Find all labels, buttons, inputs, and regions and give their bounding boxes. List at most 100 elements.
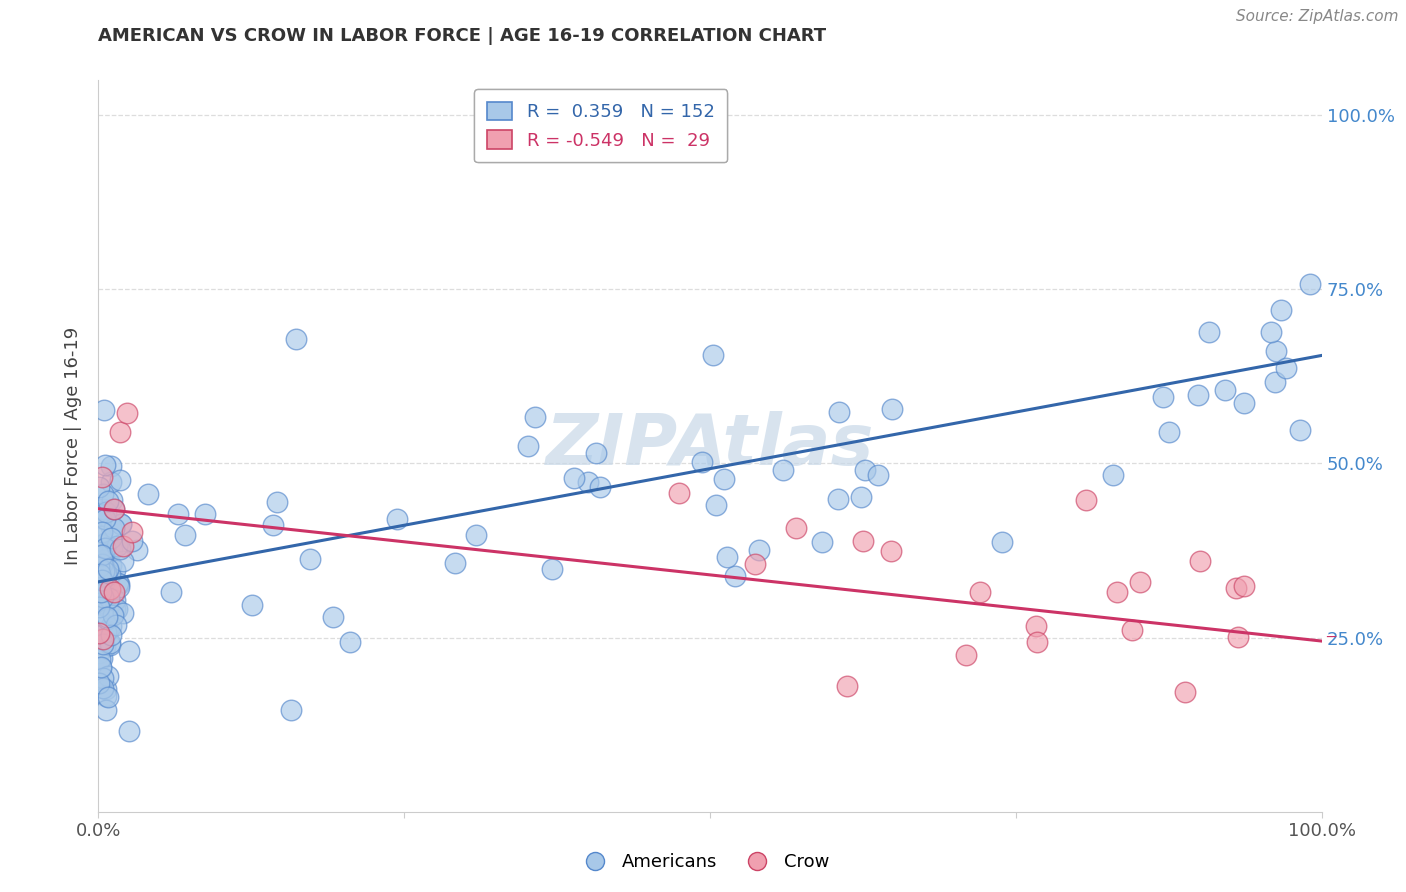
Point [991,534,1014,549]
Point [94,566,117,581]
Point [110,516,132,531]
Point [93,640,115,655]
Point [540,562,562,576]
Point [121,533,143,548]
Point [98,566,121,581]
Point [90,597,112,611]
Point [100,475,122,490]
Point [121,525,143,540]
Point [103,586,125,600]
Point [89,596,111,610]
Point [91,637,114,651]
Point [89,652,111,666]
Point [94,458,117,473]
Point [704,498,727,512]
Point [91,591,114,605]
Point [443,557,465,571]
Point [1188,554,1211,568]
Point [103,521,125,535]
Point [108,541,131,556]
Point [93,535,115,549]
Point [1121,623,1143,637]
Point [96,610,118,624]
Point [724,569,747,583]
Point [322,610,344,624]
Point [955,648,977,662]
Point [576,475,599,489]
Point [785,521,807,535]
Point [517,439,540,453]
Point [96,569,118,583]
Point [105,539,128,553]
Point [89,629,111,643]
Point [91,487,114,501]
Point [87,480,110,494]
Point [96,494,118,508]
Point [280,702,302,716]
Point [866,468,889,483]
Point [160,584,183,599]
Point [1102,467,1125,482]
Point [772,462,794,476]
Point [103,501,125,516]
Point [385,512,408,526]
Point [100,627,122,641]
Point [1265,343,1288,358]
Point [91,568,114,582]
Point [93,504,115,518]
Point [1260,325,1282,339]
Point [91,524,114,539]
Point [93,552,115,566]
Text: AMERICAN VS CROW IN LABOR FORCE | AGE 16-19 CORRELATION CHART: AMERICAN VS CROW IN LABOR FORCE | AGE 16… [98,27,827,45]
Point [96,624,118,639]
Point [112,539,135,553]
Point [100,520,122,534]
Point [1152,390,1174,404]
Text: ─: ─ [1326,630,1334,645]
Point [89,599,111,614]
Legend: R =  0.359   N = 152, R = -0.549   N =  29: R = 0.359 N = 152, R = -0.549 N = 29 [474,89,727,162]
Point [716,550,738,565]
Point [100,531,122,545]
Point [748,542,770,557]
Point [93,681,115,695]
Point [97,562,120,576]
Point [1233,579,1256,593]
Point [104,563,127,577]
Point [1025,619,1047,633]
Point [849,490,872,504]
Point [89,625,111,640]
Point [93,547,115,561]
Point [118,644,141,658]
Point [562,471,585,485]
Point [1105,585,1128,599]
Point [90,585,112,599]
Point [173,528,195,542]
Point [1270,302,1292,317]
Point [94,591,117,606]
Point [835,679,858,693]
Point [112,554,135,568]
Point [87,544,110,558]
Point [852,533,875,548]
Point [96,689,118,703]
Point [1129,575,1152,590]
Point [91,549,114,563]
Point [589,480,612,494]
Point [87,554,110,568]
Point [284,332,307,346]
Point [111,607,134,621]
Point [110,516,132,531]
Point [880,544,903,558]
Point [240,598,263,612]
Point [827,405,849,419]
Point [880,401,903,416]
Point [103,593,125,607]
Point [1159,425,1181,440]
Point [668,486,690,500]
Point [93,403,115,417]
Point [90,661,112,675]
Point [585,446,607,460]
Point [98,638,121,652]
Point [110,473,132,487]
